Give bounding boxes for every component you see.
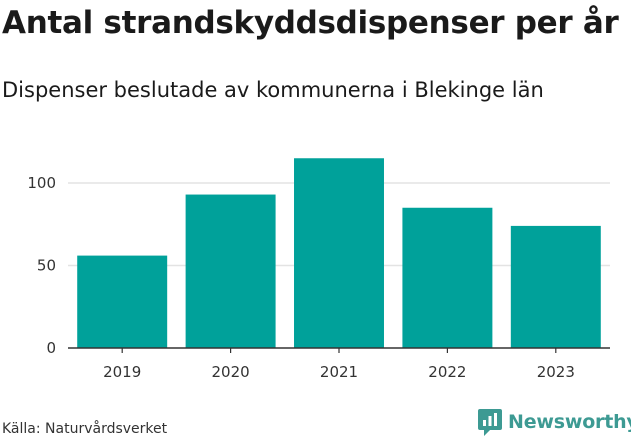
bar bbox=[77, 255, 168, 348]
x-tick-label: 2023 bbox=[537, 363, 575, 381]
newsworthy-logo-icon bbox=[478, 409, 502, 436]
source-note: Källa: Naturvårdsverket bbox=[2, 421, 168, 437]
x-tick-label: 2021 bbox=[320, 363, 358, 381]
bar bbox=[402, 207, 493, 348]
y-tick-label: 0 bbox=[46, 339, 56, 357]
y-tick-label: 100 bbox=[27, 174, 56, 192]
x-tick-label: 2022 bbox=[428, 363, 466, 381]
bar bbox=[185, 194, 276, 348]
bar bbox=[294, 158, 384, 348]
bar-chart: 0 50 100 2019 2020 2021 2022 2023 bbox=[27, 158, 610, 381]
chart-title: Antal strandskyddsdispenser per år bbox=[2, 5, 619, 41]
x-tick-label: 2019 bbox=[103, 363, 141, 381]
y-tick-label: 50 bbox=[37, 257, 56, 275]
brand-name: Newsworthy bbox=[508, 411, 631, 433]
bar bbox=[510, 225, 601, 348]
brand-logo: Newsworthy bbox=[477, 407, 631, 437]
chart-subtitle: Dispenser beslutade av kommunerna i Blek… bbox=[2, 78, 544, 102]
x-tick-label: 2020 bbox=[212, 363, 250, 381]
